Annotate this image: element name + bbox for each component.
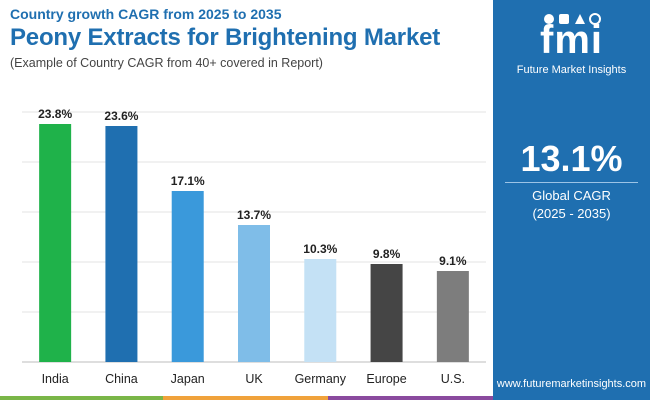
category-label: U.S. (441, 372, 465, 386)
data-label: 23.6% (104, 109, 138, 123)
side-panel: fmi Future Market Insights 13.1% Global … (493, 0, 650, 400)
chart-note: (Example of Country CAGR from 40+ covere… (10, 56, 323, 70)
data-label: 10.3% (303, 242, 337, 256)
data-label: 13.7% (237, 208, 271, 222)
website-link[interactable]: www.futuremarketinsights.com (496, 378, 647, 390)
bar-japan (171, 191, 204, 362)
data-label: 9.8% (373, 247, 401, 261)
brand-logo: fmi Future Market Insights (493, 8, 650, 76)
data-label: 17.1% (171, 174, 205, 188)
bar-india (39, 124, 72, 362)
data-label: 9.1% (439, 254, 467, 268)
logo-pictograms-icon (544, 13, 601, 25)
footer-stripe-purple (328, 396, 493, 400)
bars (39, 124, 469, 362)
category-label: Europe (366, 372, 406, 386)
brand-name: Future Market Insights (516, 64, 627, 76)
kpi-divider (505, 182, 638, 183)
data-labels: 23.8% 23.6% 17.1% 13.7% 10.3% 9.8% 9.1% (38, 107, 467, 268)
data-label: 23.8% (38, 107, 72, 121)
global-cagr-label: Global CAGR (532, 188, 611, 203)
chart-title: Peony Extracts for Brightening Market (10, 24, 441, 51)
logo-wordmark: fmi (540, 18, 603, 62)
bar-us (436, 271, 469, 362)
chart-subtitle: Country growth CAGR from 2025 to 2035 (10, 6, 282, 22)
footer-stripe-orange (163, 396, 328, 400)
global-cagr-period: (2025 - 2035) (532, 206, 611, 221)
category-label: India (42, 372, 69, 386)
global-cagr-value: 13.1% (520, 138, 623, 179)
bar-chart: 23.8% 23.6% 17.1% 13.7% 10.3% 9.8% 9.1% India C… (22, 107, 486, 386)
bar-china (105, 126, 138, 362)
category-label: UK (245, 372, 263, 386)
category-label: China (105, 372, 138, 386)
bar-europe (370, 264, 403, 362)
category-labels: India China Japan UK Germany Europe U.S. (42, 372, 465, 386)
bar-germany (304, 259, 337, 362)
footer-stripe-green (0, 396, 163, 400)
category-label: Japan (171, 372, 205, 386)
category-label: Germany (295, 372, 347, 386)
bar-uk (238, 225, 270, 362)
